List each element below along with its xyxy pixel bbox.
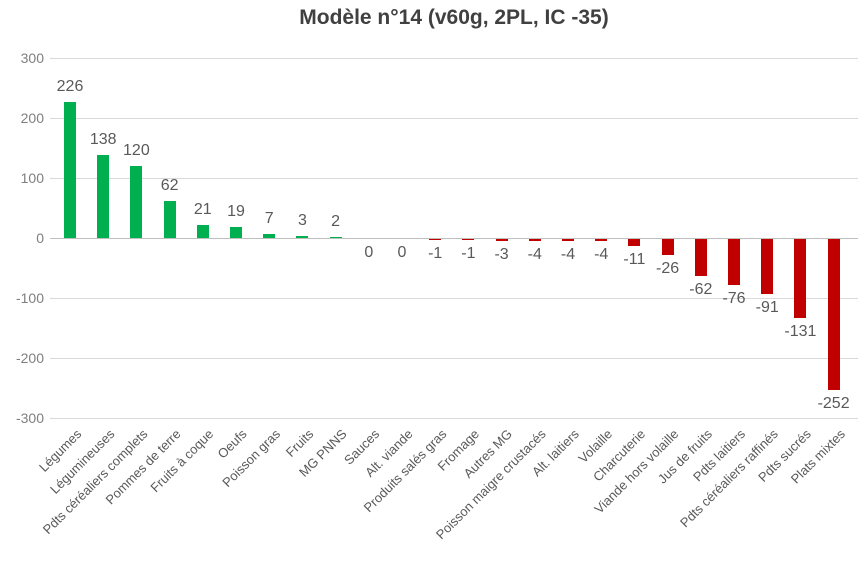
gridline: [50, 118, 858, 119]
bar: [661, 239, 674, 255]
y-axis-tick-label: 300: [20, 50, 44, 66]
bar: [64, 102, 76, 238]
bar: [163, 200, 176, 238]
bar: [761, 239, 774, 294]
bar-value-label: -76: [722, 289, 746, 307]
bar: [462, 239, 475, 240]
bar-value-label: 138: [89, 131, 117, 149]
bar-value-label: -11: [623, 250, 646, 268]
bar-value-label: -1: [461, 244, 476, 262]
bar: [694, 239, 707, 277]
gridline: [50, 58, 858, 59]
bar-value-label: 62: [160, 176, 179, 194]
bar-value-label: -26: [656, 259, 680, 277]
bar-value-label: -4: [594, 246, 609, 264]
bar: [495, 239, 508, 241]
bar-value-label: 0: [364, 244, 374, 261]
bar: [562, 239, 574, 242]
bar: [97, 155, 110, 238]
bar-value-label: 21: [193, 201, 212, 219]
gridline: [50, 358, 858, 359]
bar-value-label: 19: [227, 202, 245, 220]
gridline: [50, 178, 858, 179]
bar: [196, 225, 209, 238]
bar-value-label: 2: [331, 212, 341, 230]
bar: [263, 233, 276, 238]
bar-value-label: 120: [123, 142, 150, 159]
y-axis-tick-label: -200: [15, 350, 44, 366]
bar-value-label: -4: [527, 246, 542, 264]
bar-value-label: 0: [397, 244, 407, 261]
bar: [329, 236, 342, 238]
y-axis-tick-label: 0: [36, 230, 44, 246]
bar-value-label: -4: [560, 246, 576, 264]
bar-value-label: -131: [784, 322, 817, 340]
chart-title: Modèle n°14 (v60g, 2PL, IC -35): [299, 6, 609, 29]
y-axis-tick-label: 200: [20, 110, 44, 126]
bar: [628, 239, 641, 246]
bar: [827, 239, 840, 391]
bar-value-label: -62: [689, 281, 713, 299]
bar-value-label: -91: [755, 298, 779, 316]
bar: [296, 236, 309, 238]
bar: [528, 239, 541, 242]
bar-value-label: 3: [297, 212, 307, 230]
bar-value-label: 7: [264, 209, 274, 227]
bar: [728, 239, 740, 285]
bar-value-label: -3: [494, 245, 509, 263]
bar-value-label: -252: [817, 395, 850, 413]
gridline: [50, 298, 858, 299]
bar: [595, 239, 608, 242]
bar: [429, 239, 442, 240]
y-axis-tick-label: 100: [20, 170, 44, 186]
bar-value-label: -1: [428, 244, 443, 262]
bar: [130, 166, 143, 238]
bar: [794, 239, 807, 318]
y-axis-tick-label: -300: [15, 410, 44, 426]
bar: [230, 226, 242, 238]
bar-value-label: 226: [56, 78, 84, 96]
y-axis-tick-label: -100: [15, 290, 44, 306]
zero-gridline: [50, 238, 858, 239]
gridline: [50, 418, 858, 419]
